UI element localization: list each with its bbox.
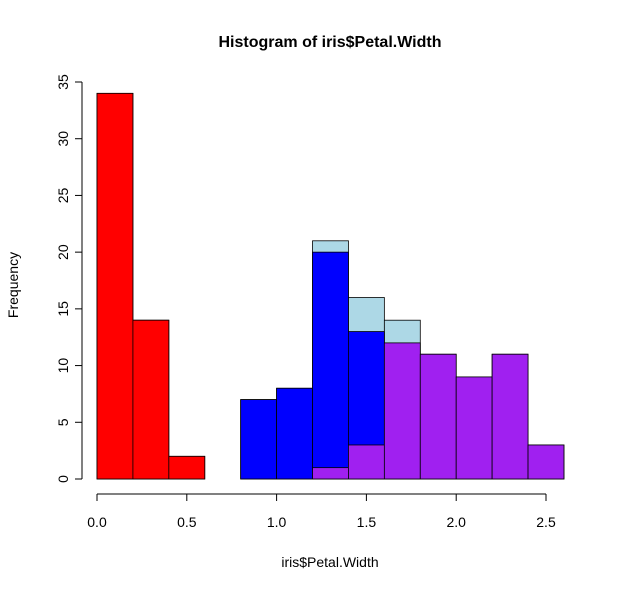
bar — [276, 387, 313, 480]
bar — [96, 92, 134, 480]
y-tick-label: 30 — [55, 131, 71, 147]
y-tick-label: 35 — [55, 74, 71, 90]
bar — [312, 251, 349, 480]
bar — [419, 353, 457, 480]
x-tick-label: 0.5 — [177, 514, 197, 530]
chart-title: Histogram of iris$Petal.Width — [219, 34, 442, 51]
bar — [527, 444, 565, 480]
y-tick-label: 5 — [55, 418, 71, 426]
bar — [132, 319, 170, 480]
bar — [168, 455, 206, 480]
bar — [312, 467, 349, 480]
x-axis-label: iris$Petal.Width — [281, 554, 378, 570]
x-tick-label: 1.0 — [267, 514, 287, 530]
y-tick-label: 0 — [55, 475, 71, 483]
x-tick-label: 2.5 — [536, 514, 556, 530]
bar — [383, 342, 421, 480]
bar — [491, 353, 529, 480]
bar — [240, 399, 277, 480]
bar — [455, 376, 493, 480]
x-tick-label: 0.0 — [87, 514, 107, 530]
y-tick-label: 20 — [55, 244, 71, 260]
y-axis-label: Frequency — [5, 252, 21, 318]
y-tick-label: 25 — [55, 187, 71, 203]
y-tick-label: 15 — [55, 301, 71, 317]
x-tick-label: 1.5 — [357, 514, 377, 530]
x-tick-label: 2.0 — [446, 514, 466, 530]
y-tick-label: 10 — [55, 358, 71, 374]
bar — [348, 444, 385, 480]
